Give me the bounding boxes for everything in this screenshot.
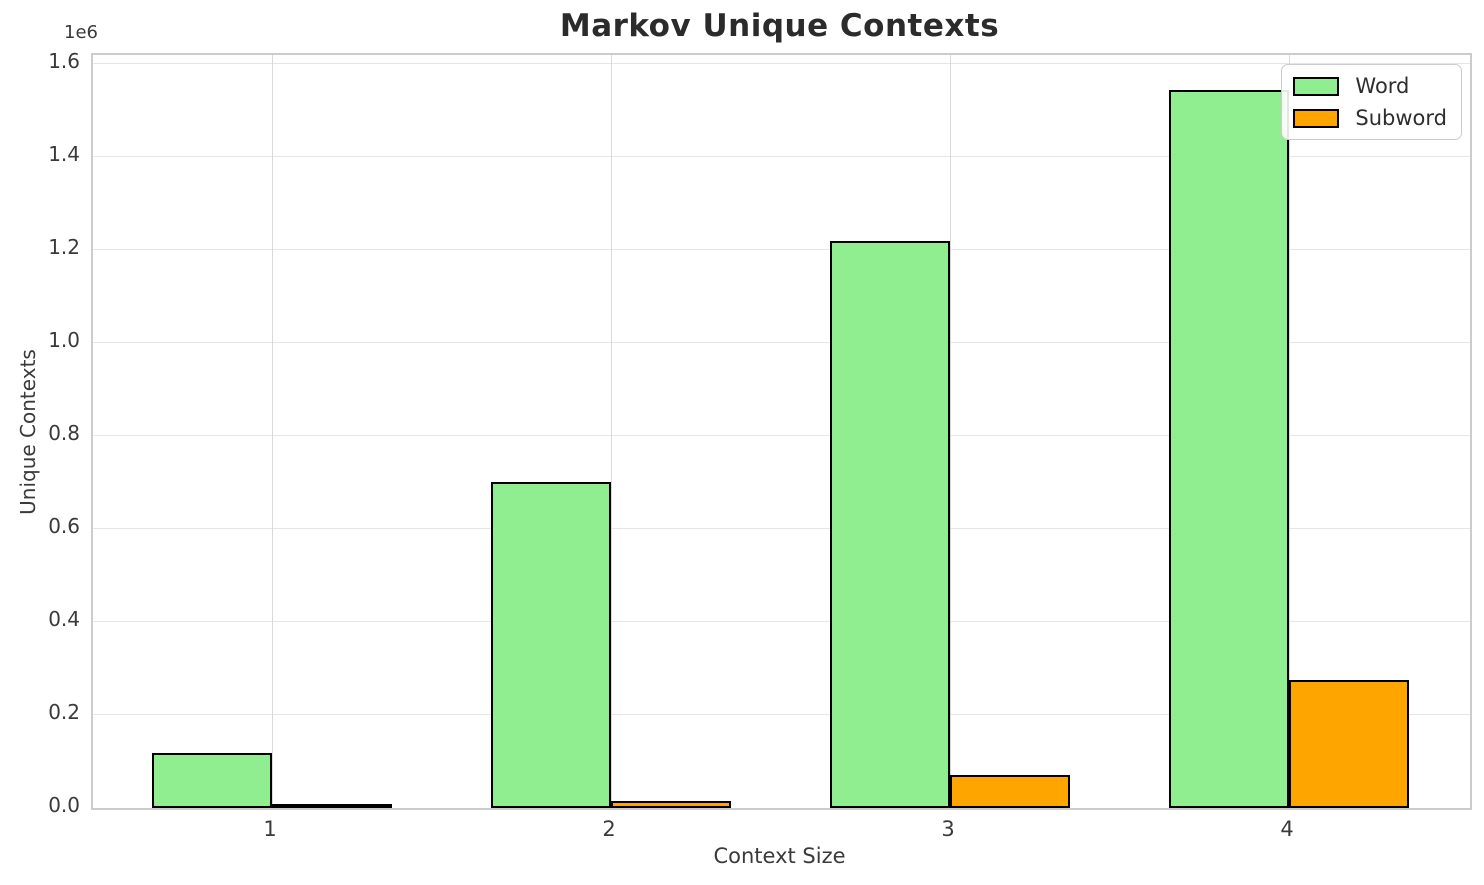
plot-area: Word Subword [91, 53, 1472, 810]
y-gridline [93, 621, 1470, 622]
y-tick-label: 1.4 [48, 142, 80, 166]
bar-word-1 [152, 753, 272, 808]
y-gridline [93, 249, 1470, 250]
legend-label: Subword [1355, 106, 1447, 130]
bar-subword-1 [272, 804, 392, 808]
x-gridline [1289, 55, 1290, 808]
bar-word-3 [830, 241, 950, 808]
legend-label: Word [1355, 74, 1410, 98]
bar-subword-4 [1289, 680, 1409, 808]
y-gridline [93, 435, 1470, 436]
x-tick-label: 2 [602, 817, 616, 841]
y-tick-label: 0.0 [48, 793, 80, 817]
bar-word-2 [491, 482, 611, 808]
bar-word-4 [1169, 90, 1289, 808]
legend-item-word: Word [1293, 74, 1447, 98]
y-gridline [93, 156, 1470, 157]
y-gridline [93, 528, 1470, 529]
y-tick-label: 1.6 [48, 49, 80, 73]
y-tick-label: 1.2 [48, 235, 80, 259]
x-tick-label: 3 [941, 817, 955, 841]
y-tick-label: 1.0 [48, 328, 80, 352]
legend-swatch-word [1293, 76, 1340, 96]
x-gridline [950, 55, 951, 808]
x-axis-label: Context Size [713, 844, 846, 868]
y-gridline [93, 714, 1470, 715]
y-gridline [93, 63, 1470, 64]
y-axis-offset-label: 1e6 [64, 22, 98, 43]
x-gridline [611, 55, 612, 808]
y-tick-label: 0.4 [48, 607, 80, 631]
bar-subword-3 [950, 775, 1070, 808]
y-gridline [93, 342, 1470, 343]
chart-title: Markov Unique Contexts [559, 8, 1000, 44]
x-tick-label: 1 [263, 817, 277, 841]
x-gridline [272, 55, 273, 808]
legend: Word Subword [1281, 64, 1462, 140]
legend-item-subword: Subword [1293, 106, 1447, 130]
y-tick-label: 0.6 [48, 514, 80, 538]
legend-swatch-subword [1293, 108, 1340, 128]
y-tick-label: 0.8 [48, 421, 80, 445]
bar-subword-2 [611, 801, 731, 808]
x-tick-label: 4 [1280, 817, 1294, 841]
y-tick-label: 0.2 [48, 700, 80, 724]
